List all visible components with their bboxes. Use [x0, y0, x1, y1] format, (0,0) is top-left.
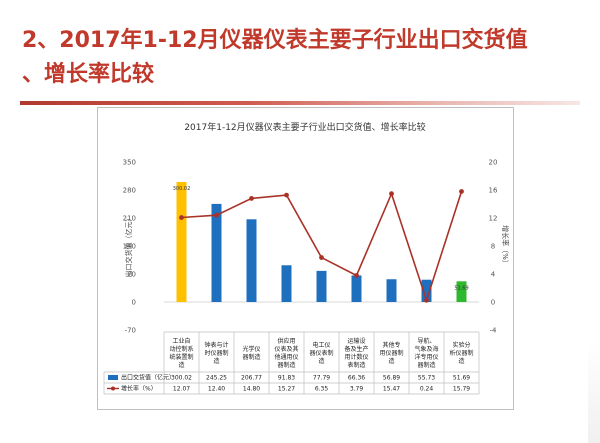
- bar: [421, 279, 432, 302]
- category-label: 表制造: [347, 361, 365, 369]
- y2-tick-label: 12: [489, 215, 498, 223]
- category-label: 器仪表制: [309, 349, 333, 357]
- bar-table-value: 55.73: [418, 375, 435, 382]
- bar-table-value: 56.89: [383, 375, 400, 382]
- category-label: 实验分: [452, 341, 470, 349]
- category-label: 他通用仪: [274, 353, 298, 361]
- combo-chart: 2017年1-12月仪器仪表主要子行业出口交货值、增长率比较 -70 0 70 140 2…: [103, 121, 510, 395]
- growth-rate-point: [284, 192, 289, 198]
- y-tick-label: 280: [123, 187, 136, 195]
- bar: [211, 203, 222, 302]
- category-label: 运输设: [347, 337, 365, 345]
- line-table-value: 15.27: [278, 386, 295, 393]
- growth-rate-point: [214, 212, 219, 218]
- category-label: 电工仪: [312, 341, 330, 349]
- bar-table-value: 66.36: [348, 375, 365, 382]
- bar-table-value: 206.77: [241, 375, 262, 382]
- category-label: 造: [178, 361, 184, 369]
- bar: [351, 275, 362, 302]
- category-label: 仪表及其: [274, 345, 298, 353]
- line-table-value: 0.24: [420, 386, 434, 393]
- slide-title-line-2: 、增长率比较: [22, 62, 155, 87]
- bar: [246, 219, 257, 302]
- growth-rate-point: [389, 191, 394, 197]
- y2-tick-label: 0: [491, 299, 495, 307]
- y2-tick-label: 20: [489, 159, 498, 167]
- bar: [316, 270, 327, 302]
- bar-value-label: 51.69: [454, 285, 468, 291]
- y-tick-label: 0: [132, 299, 136, 307]
- bar-table-value: 245.25: [206, 375, 227, 382]
- category-label: 造: [458, 357, 464, 365]
- bar-value-label: 300.02: [173, 186, 191, 192]
- bar-table-value: 300.02: [171, 375, 192, 382]
- category-label: 器制造: [417, 361, 435, 369]
- y-tick-label: -70: [125, 327, 136, 335]
- growth-rate-point: [249, 196, 254, 201]
- legend-line-label: 增长率（%）: [121, 385, 157, 393]
- y2-tick-label: -4: [490, 327, 498, 335]
- category-label: 光学仪: [242, 345, 260, 353]
- category-label: 备及生产: [344, 345, 368, 353]
- category-label: 造: [388, 357, 394, 365]
- y-axis-title: 出口交货值（亿元）: [124, 215, 133, 278]
- category-label: 气象及海: [414, 345, 438, 353]
- growth-rate-point: [459, 189, 464, 194]
- y-tick-label: 70: [127, 271, 136, 279]
- legend-line-marker: [111, 386, 115, 391]
- line-table-value: 12.07: [173, 386, 190, 393]
- category-label: 析仪器制: [449, 349, 473, 357]
- category-label: 钟表与计: [204, 341, 228, 349]
- bar: [281, 265, 292, 302]
- y2-axis-title: 增长率（%）: [501, 225, 510, 267]
- category-label: 用计数仪: [344, 353, 368, 361]
- line-table-value: 14.80: [243, 386, 260, 393]
- category-label: 工业自: [172, 337, 190, 345]
- legend-bar-swatch: [108, 375, 118, 380]
- y2-tick-label: 4: [491, 271, 496, 279]
- slide-edge-decoration: [588, 340, 600, 443]
- category-label: 时仪器制: [204, 349, 228, 357]
- bar: [386, 279, 397, 302]
- category-label: 造: [213, 357, 219, 365]
- chart-title: 2017年1-12月仪器仪表主要子行业出口交货值、增长率比较: [184, 121, 425, 133]
- bar: [456, 281, 467, 302]
- category-label: 洋专用仪: [414, 353, 438, 361]
- line-table-value: 15.47: [383, 386, 400, 393]
- y-tick-label: 140: [123, 243, 136, 251]
- category-label: 器制造: [242, 353, 260, 361]
- line-table-value: 15.79: [453, 386, 470, 393]
- bar-table-value: 51.69: [453, 375, 470, 382]
- y-tick-label: 350: [123, 159, 136, 167]
- category-label: 器制造: [277, 361, 295, 369]
- line-table-value: 12.40: [208, 386, 225, 393]
- category-label: 其他专: [382, 341, 400, 349]
- category-label: 导航、: [417, 337, 435, 345]
- category-label: 用仪器制: [379, 349, 403, 357]
- category-label: 动控制系: [169, 345, 193, 353]
- slide-title: 2、2017年1-12月仪器仪表主要子行业出口交货值 、增长率比较: [22, 24, 582, 92]
- growth-rate-point: [424, 297, 429, 303]
- title-divider: [20, 101, 580, 105]
- category-label: 供应用: [277, 337, 295, 345]
- category-label: 造: [318, 357, 324, 365]
- bar: [176, 181, 187, 302]
- line-table-value: 3.79: [350, 386, 364, 393]
- y2-tick-label: 8: [491, 243, 495, 251]
- bar-table-value: 77.79: [313, 375, 330, 382]
- legend-bar-label: 出口交货值（亿元）: [121, 374, 175, 382]
- category-label: 统装置制: [169, 353, 193, 361]
- growth-rate-point: [354, 273, 359, 278]
- y2-tick-label: 16: [489, 187, 498, 195]
- chart-frame: 2017年1-12月仪器仪表主要子行业出口交货值、增长率比较 -70 0 70 140 2…: [97, 107, 514, 410]
- line-table-value: 6.35: [315, 386, 329, 393]
- growth-rate-point: [179, 215, 184, 220]
- slide-title-line-1: 2、2017年1-12月仪器仪表主要子行业出口交货值: [22, 28, 528, 53]
- y-tick-label: 210: [123, 215, 136, 223]
- growth-rate-point: [319, 255, 324, 260]
- bar-table-value: 91.83: [278, 375, 295, 382]
